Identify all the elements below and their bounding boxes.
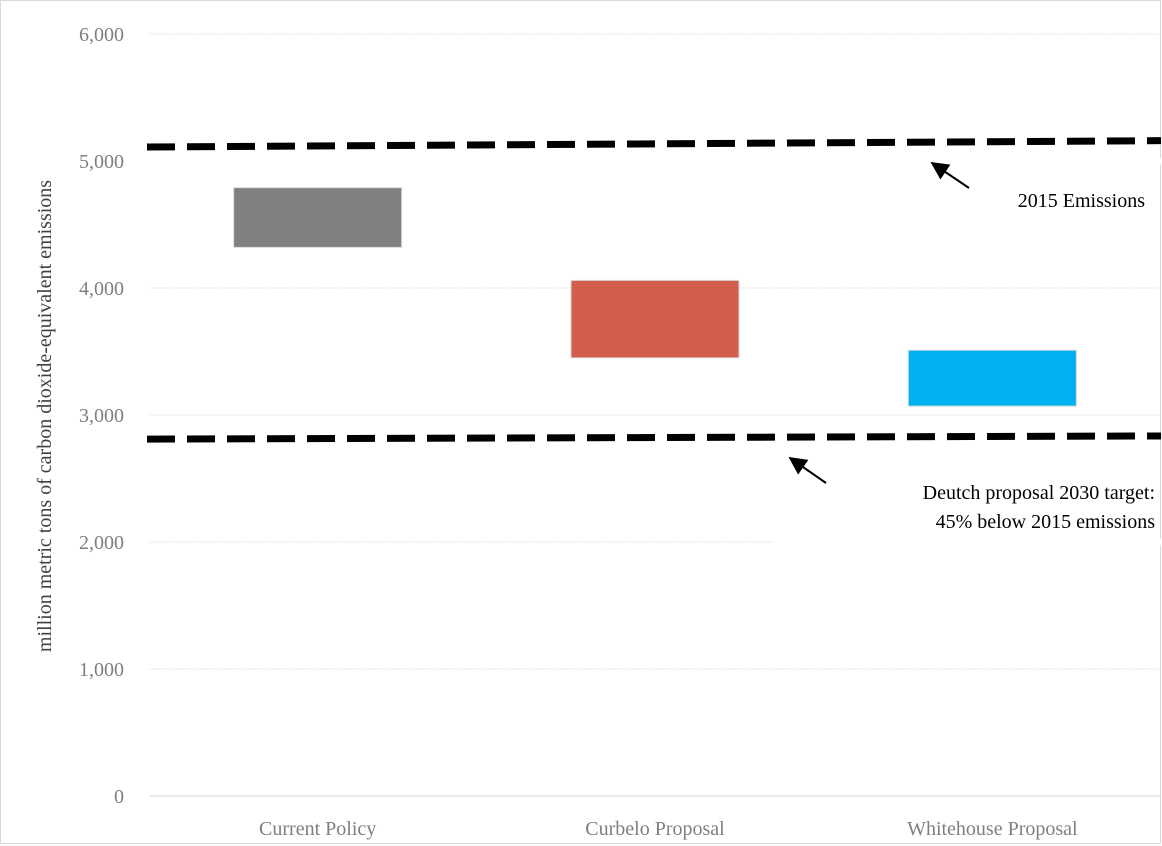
y-tick-label: 6,000 bbox=[79, 24, 124, 46]
y-tick-label: 0 bbox=[114, 786, 124, 808]
y-tick-label: 1,000 bbox=[79, 659, 124, 681]
reference-line bbox=[146, 137, 1162, 151]
y-tick-label: 4,000 bbox=[79, 278, 124, 300]
x-tick-label: Whitehouse Proposal bbox=[907, 818, 1078, 840]
range-bar bbox=[570, 279, 740, 359]
reference-lines bbox=[146, 137, 1162, 443]
annotation-label: 2015 Emissions bbox=[1018, 190, 1145, 212]
gridlines bbox=[149, 33, 1161, 670]
y-tick-label: 5,000 bbox=[79, 151, 124, 173]
range-bar bbox=[233, 187, 403, 248]
annotation-arrow bbox=[930, 161, 970, 189]
annotation-arrow bbox=[788, 456, 827, 484]
annotations: 2015 Emissions Deutch proposal 2030 targe… bbox=[788, 161, 1156, 533]
range-bar bbox=[907, 349, 1077, 407]
gridline-mask bbox=[773, 539, 1161, 545]
x-tick-label: Curbelo Proposal bbox=[585, 818, 725, 840]
axes: 0 1,000 2,000 3,000 4,000 5,000 6,000 Current P… bbox=[79, 24, 1161, 840]
x-tick-label: Current Policy bbox=[259, 818, 376, 840]
annotation-label: Deutch proposal 2030 target: bbox=[923, 482, 1155, 504]
y-tick-label: 3,000 bbox=[79, 405, 124, 427]
reference-line bbox=[146, 432, 1162, 443]
gridline-mask bbox=[149, 158, 1161, 164]
range-bars bbox=[233, 187, 1077, 407]
y-tick-label: 2,000 bbox=[79, 532, 124, 554]
annotation-label: 45% below 2015 emissions bbox=[936, 511, 1156, 533]
y-axis-label: million metric tons of carbon dioxide-eq… bbox=[34, 180, 56, 652]
